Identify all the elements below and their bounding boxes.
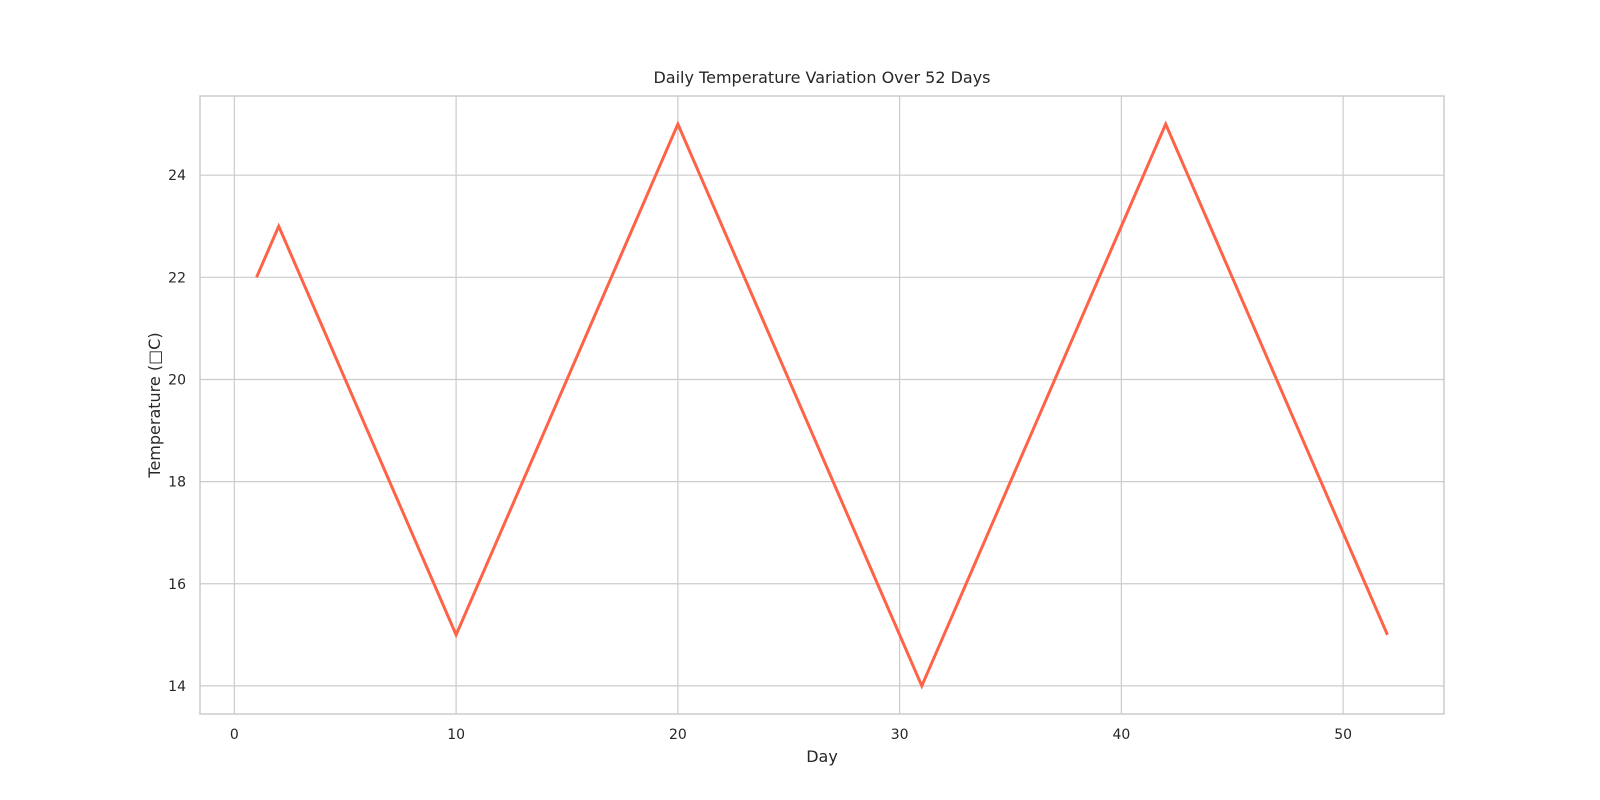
- data-point: [1252, 326, 1256, 330]
- data-point: [1164, 122, 1168, 126]
- data-point: [809, 429, 813, 433]
- data-point: [875, 582, 879, 586]
- data-point: [1297, 429, 1301, 433]
- y-tick-label: 18: [168, 475, 186, 491]
- data-point: [321, 326, 325, 330]
- data-point: [787, 377, 791, 381]
- data-point: [388, 480, 392, 484]
- data-point: [255, 275, 259, 279]
- data-point: [1142, 173, 1146, 177]
- data-point: [454, 633, 458, 637]
- y-tick-label: 16: [168, 577, 186, 593]
- data-point: [1275, 377, 1279, 381]
- data-point: [964, 582, 968, 586]
- data-point: [765, 326, 769, 330]
- x-tick-label: 40: [1112, 727, 1130, 743]
- data-point: [1363, 582, 1367, 586]
- chart-title: Daily Temperature Variation Over 52 Days: [653, 68, 990, 87]
- data-point: [1053, 377, 1057, 381]
- data-point: [720, 224, 724, 228]
- data-point: [1031, 429, 1035, 433]
- data-point: [1319, 480, 1323, 484]
- data-point: [521, 480, 525, 484]
- data-point: [1385, 633, 1389, 637]
- data-point: [587, 326, 591, 330]
- x-tick-label: 10: [447, 727, 465, 743]
- data-point: [410, 531, 414, 535]
- data-point: [742, 275, 746, 279]
- y-axis-label: Temperature (□C): [145, 332, 164, 478]
- x-axis-label: Day: [806, 747, 838, 766]
- data-point: [609, 275, 613, 279]
- data-point: [365, 429, 369, 433]
- data-point: [986, 531, 990, 535]
- x-tick-label: 20: [669, 727, 687, 743]
- data-point: [277, 224, 281, 228]
- data-point: [831, 480, 835, 484]
- data-point: [1208, 224, 1212, 228]
- data-point: [565, 377, 569, 381]
- data-point: [299, 275, 303, 279]
- temperature-line: [255, 120, 1389, 690]
- data-point: [1119, 224, 1123, 228]
- y-tick-label: 14: [168, 679, 186, 695]
- data-point: [853, 531, 857, 535]
- x-tick-label: 0: [230, 727, 239, 743]
- data-point: [498, 531, 502, 535]
- data-point: [543, 429, 547, 433]
- plot-area: [200, 96, 1444, 714]
- data-point: [432, 582, 436, 586]
- data-point: [654, 173, 658, 177]
- data-point: [476, 582, 480, 586]
- data-point: [1097, 275, 1101, 279]
- x-tick-label: 30: [891, 727, 909, 743]
- data-point: [1341, 531, 1345, 535]
- data-point: [676, 122, 680, 126]
- y-tick-label: 20: [168, 372, 186, 388]
- plot-frame: [199, 95, 1445, 715]
- data-point: [942, 633, 946, 637]
- data-point: [632, 224, 636, 228]
- data-point: [343, 377, 347, 381]
- data-point: [1186, 173, 1190, 177]
- data-point: [1230, 275, 1234, 279]
- x-tick-label: 50: [1334, 727, 1352, 743]
- data-point: [698, 173, 702, 177]
- data-point: [1008, 480, 1012, 484]
- data-point: [898, 633, 902, 637]
- data-point: [1075, 326, 1079, 330]
- y-tick-label: 22: [168, 270, 186, 286]
- data-point: [920, 684, 924, 688]
- y-tick-label: 24: [168, 168, 186, 184]
